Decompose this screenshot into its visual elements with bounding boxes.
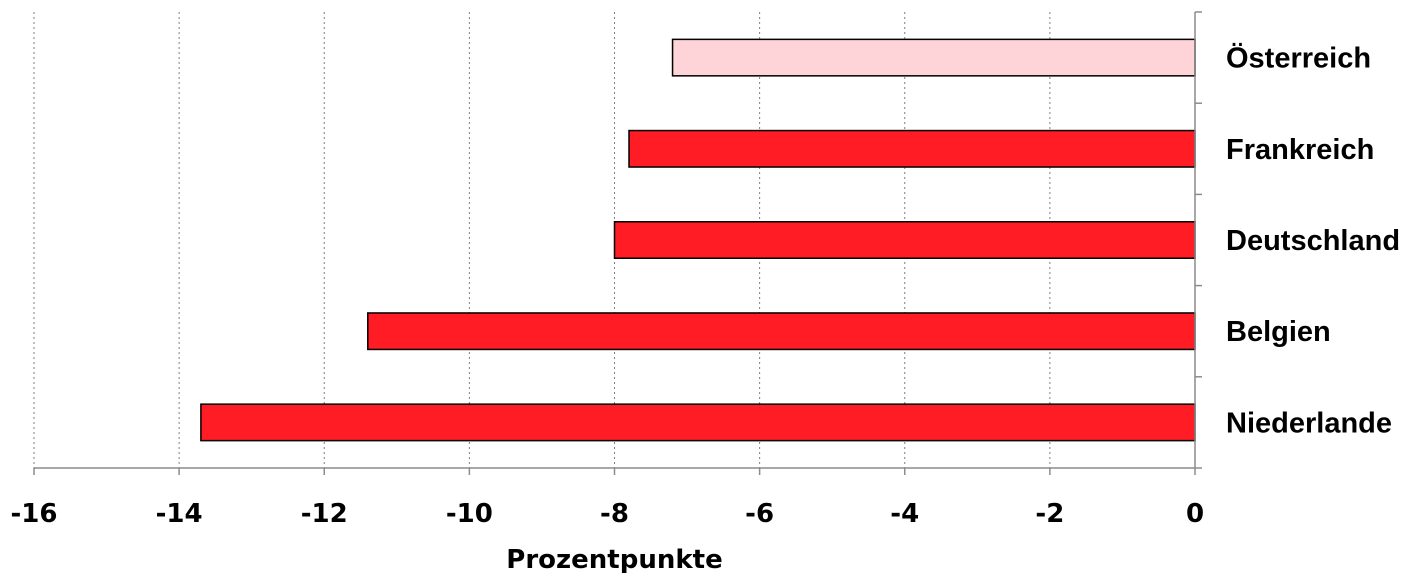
x-axis-title: Prozentpunkte xyxy=(506,545,722,573)
bar-deutschland xyxy=(613,221,1196,259)
bars xyxy=(200,38,1196,442)
category-label: Österreich xyxy=(1226,42,1371,75)
bar-belgien xyxy=(367,312,1196,351)
bar-niederlande xyxy=(200,403,1196,442)
category-label: Niederlande xyxy=(1226,407,1392,439)
grid-lines xyxy=(33,12,1051,468)
category-label: Deutschland xyxy=(1226,225,1400,257)
category-label: Frankreich xyxy=(1226,134,1374,166)
category-label: Belgien xyxy=(1226,316,1331,348)
x-tick-label: -8 xyxy=(600,499,629,529)
x-tick-label: -14 xyxy=(156,499,203,529)
x-tick-label: -6 xyxy=(745,499,774,529)
x-tick-label: -2 xyxy=(1035,499,1064,529)
x-tick-label: -10 xyxy=(446,499,493,529)
x-tick-label: 0 xyxy=(1186,499,1204,529)
axes xyxy=(33,11,1202,475)
x-tick-label: -12 xyxy=(301,499,348,529)
x-tick-label: -4 xyxy=(890,499,919,529)
bar-frankreich xyxy=(628,129,1196,168)
category-labels: Österreich Frankreich Deutschland Belgien Ni… xyxy=(1226,42,1400,440)
bar-österreich xyxy=(671,38,1196,77)
x-tick-label: -16 xyxy=(11,499,58,529)
x-tick-labels: -16 -14 -12 -10 -8 -6 -4 -2 0 xyxy=(11,499,1205,529)
